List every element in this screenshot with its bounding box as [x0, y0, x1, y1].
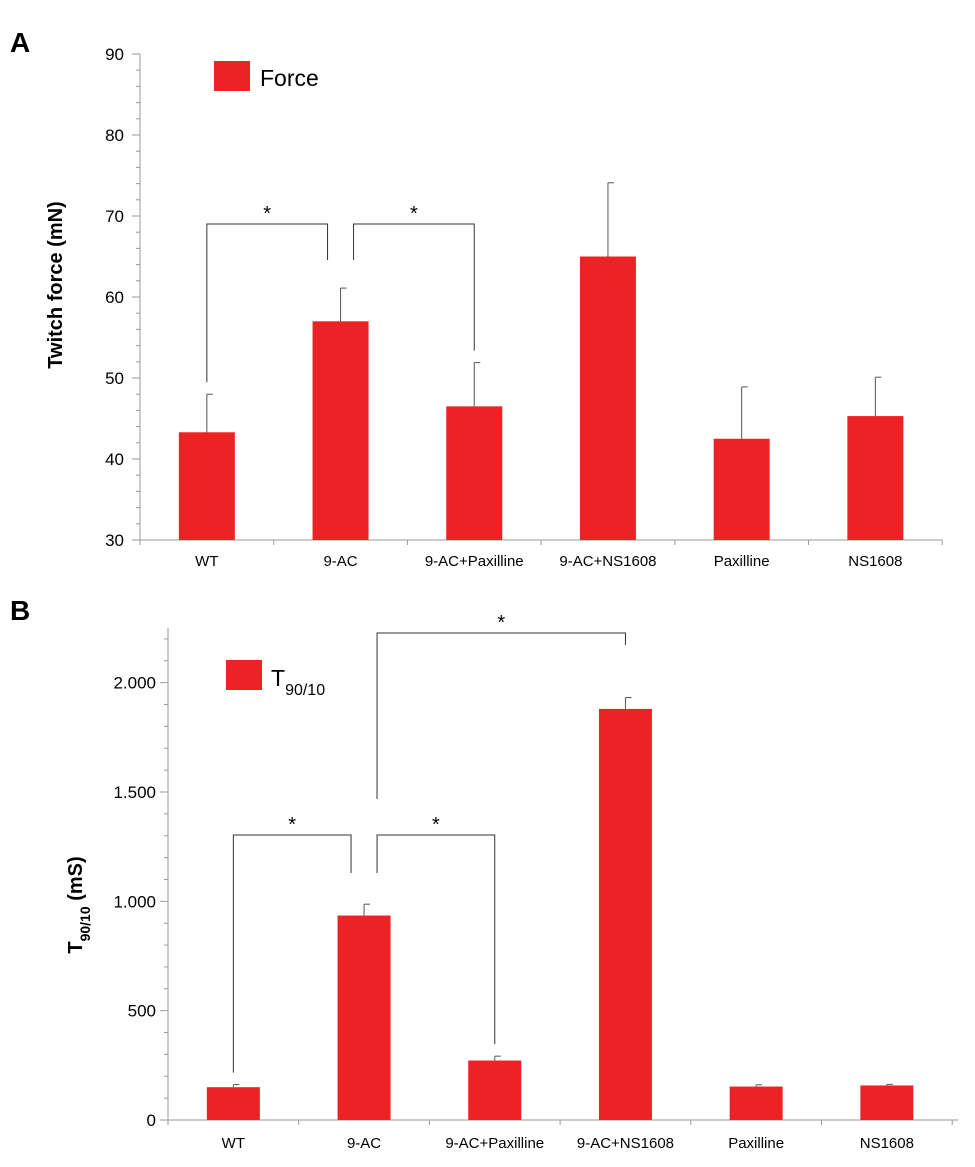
legend-label-force: Force — [260, 65, 319, 91]
y-tick-label-b: 1.000 — [113, 892, 156, 911]
y-tick-label-a: 60 — [105, 288, 124, 307]
y-tick-label-b: 1.500 — [113, 783, 156, 802]
significance-star-b: * — [288, 814, 296, 836]
y-axis-label-b-unit: (mS) — [65, 856, 87, 906]
legend-swatch-t9010 — [226, 660, 262, 690]
panel-a-chart: A Twitch force (mN) 30 40 50 60 70 80 90 WT 9-A… — [10, 27, 943, 570]
x-tick-label-b: 9-AC+NS1608 — [577, 1135, 674, 1152]
x-tick-label-a: 9-AC+Paxilline — [425, 553, 524, 570]
x-tick-label-b: 9-AC — [347, 1135, 381, 1152]
y-tick-label-a: 50 — [105, 369, 124, 388]
y-axis-label-a: Twitch force (mN) — [45, 201, 67, 368]
x-tick-label-a: WT — [195, 553, 218, 570]
y-tick-label-a: 40 — [105, 450, 124, 469]
bar-b-9-ac-ns1608 — [598, 708, 652, 1120]
bar-a-wt — [178, 432, 235, 540]
x-tick-label-b: WT — [222, 1135, 245, 1152]
bar-b-9-ac-paxilline — [468, 1060, 522, 1120]
bar-a-paxilline — [713, 438, 770, 540]
y-tick-label-b: 0 — [147, 1111, 156, 1130]
x-tick-label-b: Paxilline — [728, 1135, 784, 1152]
significance-star-b: * — [432, 814, 440, 836]
significance-bracket-b — [232, 834, 352, 1073]
bar-b-ns1608 — [860, 1085, 914, 1120]
bar-a-9-ac — [312, 321, 369, 540]
bar-a-ns1608 — [847, 416, 904, 540]
x-tick-label-a: Paxilline — [714, 553, 770, 570]
bar-a-9-ac-ns1608 — [579, 256, 636, 540]
panel-letter-b: B — [10, 595, 30, 626]
significance-star-b: * — [497, 612, 505, 634]
bar-a-9-ac-paxilline — [446, 406, 503, 540]
significance-bracket-a — [353, 223, 475, 351]
legend-label-t9010-sub: 90/10 — [285, 682, 325, 699]
legend-b: T90/10 — [226, 660, 325, 699]
y-tick-label-a: 30 — [105, 531, 124, 550]
significance-star-a: * — [263, 203, 271, 225]
y-axis-label-b: T90/10 (mS) — [65, 856, 93, 953]
x-tick-label-b: 9-AC+Paxilline — [445, 1135, 544, 1152]
bar-b-paxilline — [729, 1086, 783, 1120]
x-tick-label-a: 9-AC+NS1608 — [559, 553, 656, 570]
legend-label-t9010: T90/10 — [271, 665, 325, 699]
bar-b-wt — [206, 1087, 260, 1120]
y-axis-label-b-sub: 90/10 — [77, 906, 93, 941]
x-tick-label-a: NS1608 — [848, 553, 902, 570]
significance-bracket-b — [376, 834, 496, 1045]
y-tick-label-a: 70 — [105, 207, 124, 226]
panel-letter-a: A — [10, 27, 30, 58]
y-tick-label-b: 2.000 — [113, 674, 156, 693]
significance-bracket-a — [206, 223, 329, 383]
legend-a: Force — [214, 61, 319, 91]
significance-star-a: * — [410, 203, 418, 225]
y-tick-label-a: 80 — [105, 126, 124, 145]
y-tick-label-b: 500 — [128, 1002, 156, 1021]
x-tick-label-b: NS1608 — [860, 1135, 914, 1152]
bar-b-9-ac — [337, 915, 391, 1120]
y-axis-label-b-main: T — [65, 941, 87, 953]
y-tick-label-a: 90 — [105, 45, 124, 64]
significance-bracket-b — [376, 632, 626, 799]
legend-label-t9010-main: T — [271, 665, 285, 691]
x-tick-label-a: 9-AC — [323, 553, 357, 570]
legend-swatch-force — [214, 61, 250, 91]
